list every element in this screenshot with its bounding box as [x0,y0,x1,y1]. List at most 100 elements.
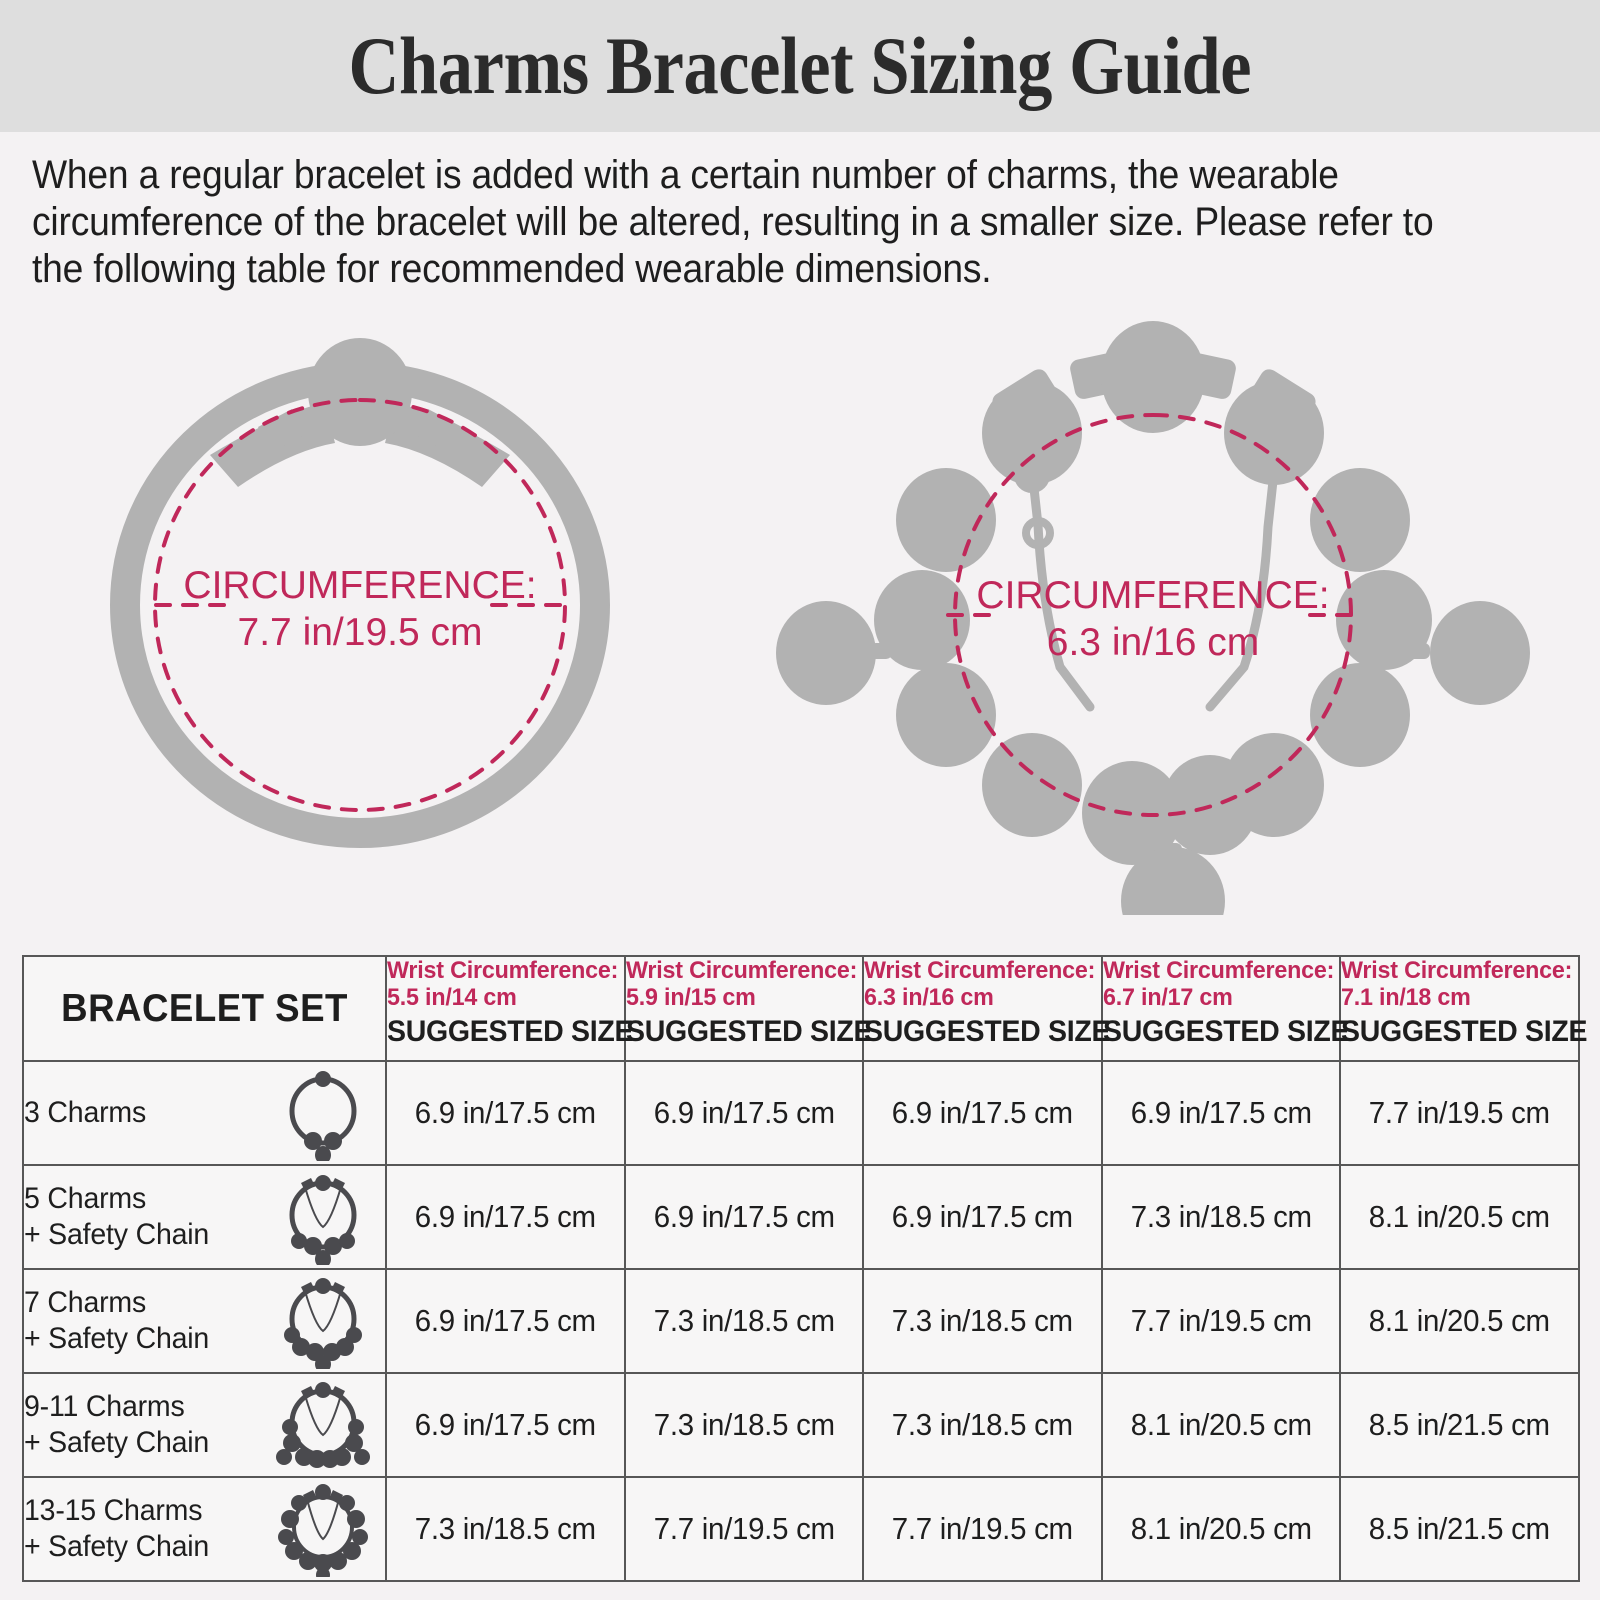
plain-bracelet-silhouette [110,338,610,848]
size-value-cell: 7.7 in/19.5 cm [623,1476,865,1582]
wrist-measure-3: 6.3 in/16 cm [864,984,994,1012]
size-value-cell: 8.1 in/20.5 cm [1339,1164,1580,1270]
bracelet-13-15-charms-icon [275,1481,371,1577]
size-value: 7.7 in/19.5 cm [1369,1095,1551,1130]
size-value-cell: 6.9 in/17.5 cm [862,1060,1103,1166]
size-value-cell: 6.9 in/17.5 cm [862,1164,1103,1270]
suggested-size-label-5: SUGGESTED SIZE [1341,1014,1588,1048]
wrist-measure-2: 5.9 in/15 cm [625,984,756,1012]
wrist-measure-1: 5.5 in/14 cm [387,984,517,1012]
size-value: 7.3 in/18.5 cm [891,1303,1073,1338]
size-value: 6.9 in/17.5 cm [891,1095,1073,1130]
table-row: 5 Charms + Safety Chain [22,1164,1580,1270]
sizing-table-body: 3 Charms [22,1060,1580,1582]
plain-bracelet-label-line1: CIRCUMFERENCE: [183,564,536,607]
size-value: 7.7 in/19.5 cm [891,1511,1073,1546]
plain-bracelet-diagram: CIRCUMFERENCE: 7.7 in/19.5 cm [60,315,660,875]
wrist-measure-5: 7.1 in/18 cm [1341,984,1472,1012]
size-value-cell: 8.1 in/20.5 cm [1100,1372,1342,1478]
sizing-table-wrapper: BRACELET SET Wrist Circumference: 5.5 in… [22,955,1588,1582]
safety-chain [1014,428,1283,712]
bracelet-5-charms-icon [275,1169,371,1265]
bracelet-set-cell-2: 5 Charms + Safety Chain [22,1164,387,1270]
bracelet-set-cell-3: 7 Charms + Safety Chain [22,1268,387,1374]
size-value: 6.9 in/17.5 cm [653,1095,835,1130]
size-value: 6.9 in/17.5 cm [414,1303,596,1338]
size-value: 7.7 in/19.5 cm [653,1511,835,1546]
title-band: Charms Bracelet Sizing Guide [0,0,1600,132]
size-value-cell: 8.1 in/20.5 cm [1339,1268,1580,1374]
wrist-circumference-label-5: Wrist Circumference: [1341,957,1573,984]
charm-bracelet-diagram: CIRCUMFERENCE: 6.3 in/16 cm [770,315,1530,915]
size-value: 7.3 in/18.5 cm [653,1407,835,1442]
size-value-cell: 8.1 in/20.5 cm [1100,1476,1342,1582]
size-value-cell: 6.9 in/17.5 cm [623,1060,865,1166]
size-value: 6.9 in/17.5 cm [1130,1095,1312,1130]
size-value: 8.1 in/20.5 cm [1130,1511,1312,1546]
size-value-cell: 6.9 in/17.5 cm [385,1060,626,1166]
wrist-measure-4: 6.7 in/17 cm [1102,984,1233,1012]
table-row: 7 Charms + Safety Chain [22,1268,1580,1374]
bracelet-set-label-3: 7 Charms + Safety Chain [24,1286,210,1355]
size-value-cell: 7.3 in/18.5 cm [623,1372,865,1478]
wrist-column-header-1: Wrist Circumference: 5.5 in/14 cm SUGGES… [385,955,634,1062]
wrist-circumference-label-4: Wrist Circumference: [1102,957,1334,984]
size-value-cell: 6.9 in/17.5 cm [385,1372,626,1478]
suggested-size-label-3: SUGGESTED SIZE [864,1014,1111,1048]
size-value: 7.3 in/18.5 cm [891,1407,1073,1442]
plain-bracelet-label-line2: 7.7 in/19.5 cm [238,611,483,654]
charm-bracelet-circumference-indicator [946,413,1362,817]
size-value-cell: 7.3 in/18.5 cm [862,1372,1103,1478]
size-value: 8.1 in/20.5 cm [1369,1199,1551,1234]
size-value-cell: 6.9 in/17.5 cm [385,1268,626,1374]
wrist-column-header-5: Wrist Circumference: 7.1 in/18 cm SUGGES… [1339,955,1588,1062]
charm-bracelet-label-line1: CIRCUMFERENCE: [976,574,1329,617]
size-value: 8.1 in/20.5 cm [1369,1303,1551,1338]
size-value: 7.3 in/18.5 cm [653,1303,835,1338]
size-value: 8.5 in/21.5 cm [1369,1511,1551,1546]
size-value: 6.9 in/17.5 cm [891,1199,1073,1234]
size-value-cell: 7.7 in/19.5 cm [1100,1268,1342,1374]
size-value: 6.9 in/17.5 cm [653,1199,835,1234]
bracelet-set-label-4: 9-11 Charms + Safety Chain [24,1390,210,1459]
wrist-column-header-2: Wrist Circumference: 5.9 in/15 cm SUGGES… [623,955,872,1062]
page-title: Charms Bracelet Sizing Guide [348,20,1252,111]
bracelet-set-header: BRACELET SET [22,955,387,1062]
size-value-cell: 7.3 in/18.5 cm [385,1476,626,1582]
table-row: 3 Charms [22,1060,1580,1166]
wrist-column-header-4: Wrist Circumference: 6.7 in/17 cm SUGGES… [1100,955,1349,1062]
table-row: 9-11 Charms + Safety Chain [22,1372,1580,1478]
bracelet-set-cell-1: 3 Charms [22,1060,387,1166]
size-value: 7.3 in/18.5 cm [414,1511,596,1546]
sizing-table: BRACELET SET Wrist Circumference: 5.5 in… [22,955,1588,1582]
diagram-section: CIRCUMFERENCE: 7.7 in/19.5 cm [0,315,1600,930]
wrist-circumference-label-3: Wrist Circumference: [864,957,1096,984]
bracelet-set-label-2: 5 Charms + Safety Chain [24,1182,210,1251]
size-value-cell: 7.3 in/18.5 cm [862,1268,1103,1374]
size-value: 8.1 in/20.5 cm [1130,1407,1312,1442]
size-value-cell: 8.5 in/21.5 cm [1339,1372,1580,1478]
size-value-cell: 8.5 in/21.5 cm [1339,1476,1580,1582]
bracelet-set-cell-4: 9-11 Charms + Safety Chain [22,1372,387,1478]
bracelet-3-charms-icon [275,1065,371,1161]
table-row: 13-15 Charms + Safety Chain [22,1476,1580,1582]
wrist-circumference-label-2: Wrist Circumference: [625,957,857,984]
suggested-size-label-1: SUGGESTED SIZE [387,1014,634,1048]
bracelet-set-cell-5: 13-15 Charms + Safety Chain [22,1476,387,1582]
bracelet-set-header-label: BRACELET SET [61,986,348,1030]
plain-bracelet-circumference-indicator [153,398,567,812]
size-value-cell: 7.7 in/19.5 cm [1339,1060,1580,1166]
size-value-cell: 7.3 in/18.5 cm [1100,1164,1342,1270]
size-value-cell: 7.7 in/19.5 cm [862,1476,1103,1582]
table-header-row: BRACELET SET Wrist Circumference: 5.5 in… [22,955,1588,1062]
charm-bracelet-label-line2: 6.3 in/16 cm [1047,621,1259,664]
size-value: 6.9 in/17.5 cm [414,1407,596,1442]
size-value: 8.5 in/21.5 cm [1369,1407,1551,1442]
size-value: 7.7 in/19.5 cm [1130,1303,1312,1338]
bracelet-9-11-charms-icon [275,1377,371,1473]
intro-paragraph: When a regular bracelet is added with a … [32,153,1434,292]
bracelet-7-charms-icon [275,1273,371,1369]
size-value: 6.9 in/17.5 cm [414,1199,596,1234]
size-value: 6.9 in/17.5 cm [414,1095,596,1130]
